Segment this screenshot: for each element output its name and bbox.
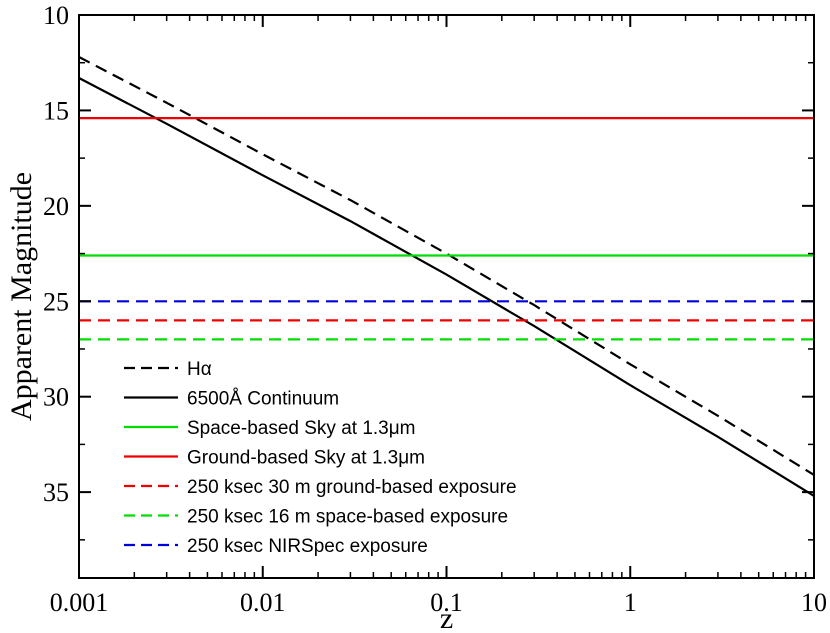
legend-label-2: Space-based Sky at 1.3μm bbox=[187, 418, 416, 439]
y-tick-label: 20 bbox=[43, 192, 69, 221]
legend-label-6: 250 ksec NIRSpec exposure bbox=[187, 536, 428, 557]
series-line-1 bbox=[78, 77, 815, 497]
y-tick-label: 25 bbox=[43, 287, 69, 316]
legend: Hα 6500Å Continuum Space-based Sky at 1.3μ… bbox=[124, 359, 517, 557]
y-tick-label: 30 bbox=[43, 383, 69, 412]
series-layer bbox=[78, 56, 815, 497]
x-tick-label: 0.001 bbox=[50, 588, 109, 617]
x-tick-label: 10 bbox=[801, 588, 827, 617]
y-axis-title: Apparent Magnitude bbox=[5, 172, 38, 421]
legend-label-1: 6500Å Continuum bbox=[187, 389, 339, 410]
legend-label-3: Ground-based Sky at 1.3μm bbox=[187, 448, 425, 469]
tick-layer bbox=[78, 14, 815, 578]
x-tick-label: 0.01 bbox=[240, 588, 286, 617]
x-tick-label: 1 bbox=[624, 588, 637, 617]
x-tick-label: 0.1 bbox=[430, 588, 463, 617]
x-axis-title: z bbox=[440, 602, 453, 633]
y-tick-label: 15 bbox=[43, 96, 69, 125]
legend-label-0: Hα bbox=[187, 359, 212, 380]
y-tick-label: 35 bbox=[43, 478, 69, 507]
tick-label-layer: 0.001 0.01 0.1 1 10 10 15 20 25 30 35 bbox=[43, 1, 827, 617]
y-tick-label: 10 bbox=[43, 1, 69, 30]
legend-label-4: 250 ksec 30 m ground-based exposure bbox=[187, 477, 517, 498]
series-line-0 bbox=[78, 56, 815, 476]
legend-label-5: 250 ksec 16 m space-based exposure bbox=[187, 507, 508, 528]
